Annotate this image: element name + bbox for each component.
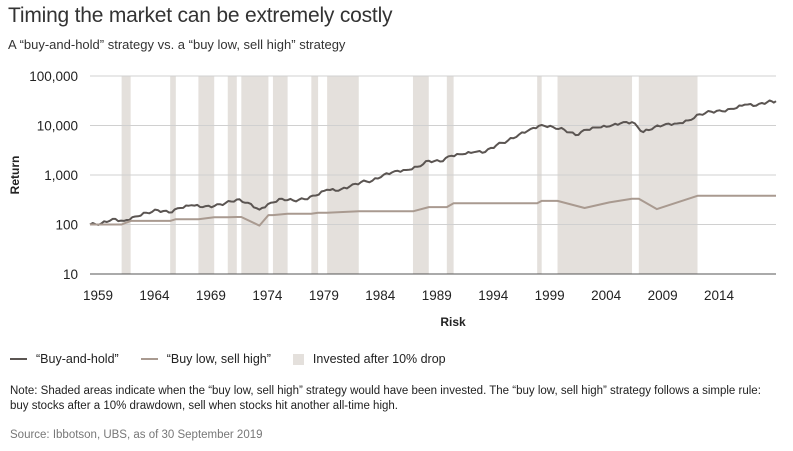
x-axis-ticks: 1959 1964 1969 1974 1979 1984 1989 1994 1999 2004… bbox=[83, 288, 735, 303]
x-tick-label: 1964 bbox=[139, 288, 170, 303]
x-tick-label: 1974 bbox=[252, 288, 283, 303]
y-tick-label: 100 bbox=[55, 218, 78, 233]
y-tick-label: 10,000 bbox=[37, 119, 78, 134]
x-tick-label: 2004 bbox=[591, 288, 622, 303]
legend-label-buy-and-hold: “Buy-and-hold” bbox=[36, 352, 119, 366]
x-tick-label: 2009 bbox=[648, 288, 678, 303]
x-axis-label: Risk bbox=[440, 315, 466, 329]
y-axis-ticks: 10 100 1,000 10,000 100,000 bbox=[29, 69, 78, 282]
chart-title: Timing the market can be extremely costl… bbox=[8, 4, 393, 27]
x-tick-label: 1999 bbox=[535, 288, 565, 303]
legend-swatch-buy-and-hold bbox=[10, 358, 27, 360]
legend-label-invested: Invested after 10% drop bbox=[312, 352, 446, 366]
x-tick-label: 1994 bbox=[478, 288, 509, 303]
legend-item-buy-low: “Buy low, sell high” bbox=[140, 352, 271, 366]
x-tick-label: 1969 bbox=[196, 288, 226, 303]
x-tick-label: 1984 bbox=[365, 288, 396, 303]
legend-swatch-buy-low bbox=[140, 358, 158, 360]
y-tick-label: 10 bbox=[63, 267, 78, 282]
series-lines bbox=[89, 99, 777, 227]
y-tick-label: 100,000 bbox=[29, 69, 78, 84]
y-tick-label: 1,000 bbox=[44, 168, 78, 183]
legend-swatch-invested bbox=[292, 353, 304, 365]
series-line-buy-and-hold bbox=[89, 99, 777, 226]
legend-item-invested: Invested after 10% drop bbox=[292, 352, 446, 366]
x-tick-label: 1959 bbox=[83, 288, 113, 303]
chart-source: Source: Ibbotson, UBS, as of 30 Septembe… bbox=[10, 429, 263, 441]
series-line-buy-low-sell-high bbox=[90, 194, 776, 227]
legend-label-buy-low: “Buy low, sell high” bbox=[166, 352, 271, 366]
x-tick-label: 1989 bbox=[422, 288, 452, 303]
line-chart: 10 100 1,000 10,000 100,000 1959 1964 1969 1974… bbox=[8, 69, 777, 329]
chart-subtitle: A “buy-and-hold” strategy vs. a “buy low… bbox=[8, 37, 346, 52]
legend-item-buy-and-hold: “Buy-and-hold” bbox=[10, 352, 119, 366]
chart-note: Note: Shaded areas indicate when the “bu… bbox=[10, 385, 761, 412]
x-tick-label: 1979 bbox=[309, 288, 339, 303]
legend: “Buy-and-hold” “Buy low, sell high” Inve… bbox=[10, 352, 468, 366]
x-tick-label: 2014 bbox=[704, 288, 735, 303]
y-axis-label: Return bbox=[8, 156, 22, 195]
